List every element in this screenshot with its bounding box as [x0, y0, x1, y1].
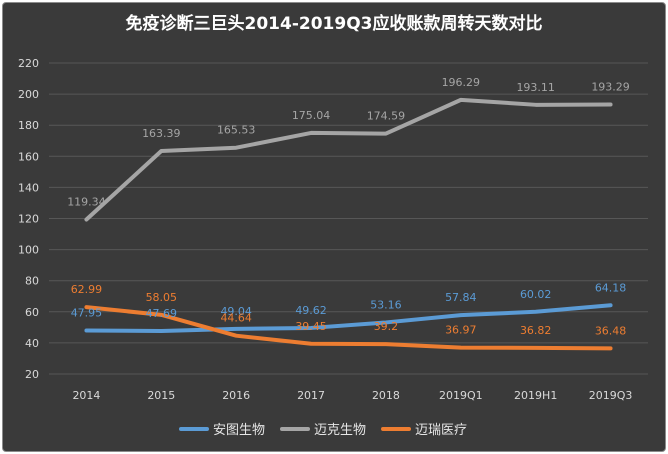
data-label: 175.04: [292, 109, 331, 122]
y-tick-label: 60: [25, 306, 39, 319]
y-tick-label: 140: [18, 181, 39, 194]
legend-label: 迈瑞医疗: [415, 423, 467, 438]
data-label: 36.82: [520, 324, 552, 337]
data-label: 49.62: [295, 304, 327, 317]
series-line-2: [84, 305, 613, 351]
y-tick-label: 120: [18, 213, 39, 226]
y-tick-label: 40: [25, 337, 39, 350]
data-label: 60.02: [520, 288, 552, 301]
x-tick-label: 2015: [147, 389, 175, 402]
x-tick-label: 2019Q1: [439, 389, 483, 402]
data-label: 36.48: [595, 324, 627, 337]
series-line-0: [84, 303, 613, 333]
line-chart: 免疫诊断三巨头2014-2019Q3应收账款周转天数对比 20 40 60 80 100…: [18, 13, 648, 438]
data-label: 58.05: [146, 291, 178, 304]
legend-label: 安图生物: [213, 423, 265, 438]
y-tick-label: 80: [25, 275, 39, 288]
data-label: 44.64: [220, 312, 252, 325]
y-tick-label: 220: [18, 57, 39, 70]
data-labels: 47.95 47.69 49.04 49.62 53.16 57.84 60.02 64.18…: [67, 76, 630, 338]
x-tick-label: 2017: [297, 389, 325, 402]
data-label: 119.34: [67, 196, 106, 209]
y-tick-label: 180: [18, 119, 39, 132]
data-label: 57.84: [445, 291, 477, 304]
series-lines: [84, 97, 613, 351]
data-label: 47.69: [146, 307, 178, 320]
data-label: 196.29: [442, 76, 481, 89]
y-tick-label: 100: [18, 244, 39, 257]
y-axis-ticks: 20 40 60 80 100 120 140 160 180 200 220: [18, 57, 39, 381]
data-label: 39.45: [295, 320, 327, 333]
data-label: 47.95: [71, 307, 103, 320]
data-label: 163.39: [142, 127, 181, 140]
data-label: 62.99: [71, 283, 103, 296]
series-line-1: [84, 97, 613, 222]
y-tick-label: 20: [25, 368, 39, 381]
x-tick-label: 2014: [72, 389, 100, 402]
x-tick-label: 2016: [222, 389, 250, 402]
data-label: 53.16: [370, 298, 402, 311]
x-tick-label: 2019Q3: [589, 389, 633, 402]
data-label: 64.18: [595, 281, 627, 294]
y-tick-label: 160: [18, 150, 39, 163]
data-label: 165.53: [217, 124, 256, 137]
data-label: 174.59: [367, 110, 406, 123]
data-label: 36.97: [445, 324, 477, 337]
data-label: 39.2: [374, 320, 399, 333]
chart-title: 免疫诊断三巨头2014-2019Q3应收账款周转天数对比: [126, 13, 543, 34]
x-tick-label: 2019H1: [514, 389, 557, 402]
x-axis-ticks: 2014 2015 2016 2017 2018 2019Q1 2019H1 2019Q3: [72, 389, 632, 402]
data-label: 49.04: [220, 305, 252, 318]
gridlines: [49, 62, 648, 375]
data-label: 193.11: [516, 81, 555, 94]
data-label: 193.29: [591, 81, 630, 94]
x-tick-label: 2018: [372, 389, 400, 402]
legend-label: 迈克生物: [314, 423, 366, 438]
y-tick-label: 200: [18, 88, 39, 101]
legend: 安图生物 迈克生物 迈瑞医疗: [179, 423, 467, 438]
